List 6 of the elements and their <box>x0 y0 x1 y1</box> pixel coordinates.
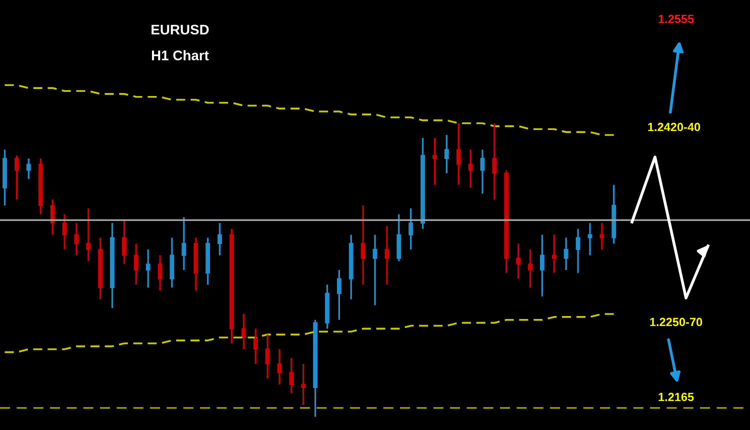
text: 1.2420-40 <box>648 122 700 132</box>
text: 1.2165 <box>658 392 694 402</box>
text: 1.2250-70 <box>650 318 702 326</box>
chart-subtitle: H1 Chart <box>152 50 209 60</box>
chart-title: EURUSD <box>152 24 209 35</box>
text: 1.2555 <box>658 14 694 24</box>
